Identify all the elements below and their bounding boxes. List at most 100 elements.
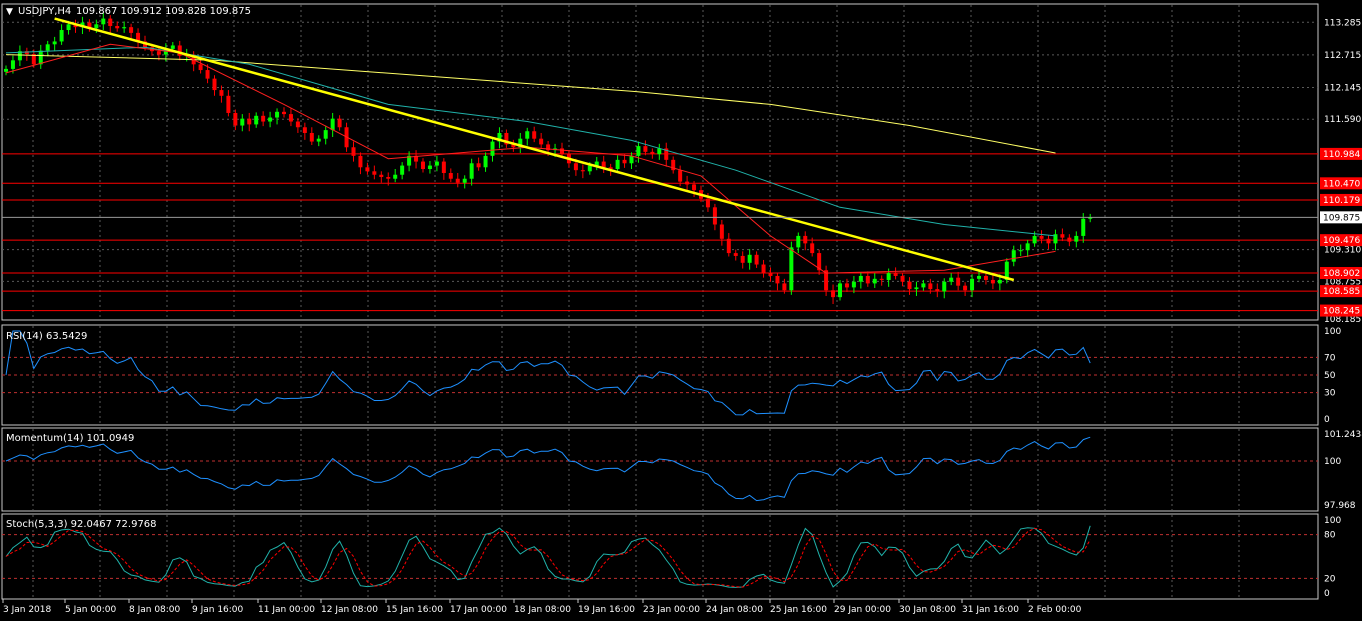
candle-bear [226,95,231,113]
candle-bull [94,24,99,29]
stoch-tick-label: 80 [1324,531,1336,541]
candle-bull [323,130,328,139]
candle-bull [254,115,259,125]
candle-bull [525,131,530,139]
time-tick-label: 17 Jan 00:00 [450,605,507,615]
horizontal-levels[interactable] [2,153,1318,312]
time-tick-label: 11 Jan 00:00 [258,605,315,615]
time-tick-label: 15 Jan 16:00 [386,605,443,615]
candle-bear [761,264,766,274]
candle-bull [393,174,398,179]
candle-bull [38,50,43,65]
rsi-tick-label: 0 [1324,415,1330,425]
candle-bull [122,27,127,29]
candle-bull [1053,234,1058,244]
candle-bear [441,161,446,174]
candle-bear [824,270,829,291]
panel-frame-mom [1,427,1319,512]
candle-bear [844,283,849,288]
candle-bull [1088,217,1093,219]
candle-bear [956,277,961,286]
rsi-tick-label: 70 [1324,353,1336,363]
candle-bull [163,48,168,55]
panel-frames [1,3,1319,600]
time-tick-label: 31 Jan 16:00 [962,605,1019,615]
candle-bull [997,279,1002,284]
level-tag [1320,234,1362,247]
level-tag [1320,177,1362,190]
candle-bull [483,155,488,168]
candle-bull [45,44,50,51]
level-tag [1320,285,1362,298]
rsi-tick-label: 30 [1324,389,1336,399]
candle-bull [657,148,662,155]
price-tick-label: 108.755 [1324,277,1361,287]
time-tick-label: 30 Jan 08:00 [899,605,956,615]
momentum-label: Momentum(14) 101.0949 [6,433,134,444]
candle-bear [379,174,384,178]
candle-bull [4,68,8,72]
candle-bear [879,278,884,280]
panel-frame-main [1,3,1319,321]
candle-bull [872,278,877,284]
time-tick-label: 9 Jan 16:00 [192,605,244,615]
candle-bull [1004,261,1009,280]
ma-fast-line [5,43,1056,274]
candle-bear [580,170,585,172]
candle-bull [789,247,794,291]
candle-bear [24,51,29,55]
candle-bear [817,253,822,271]
candle-bull [240,118,245,126]
candle-bear [740,255,745,263]
price-tick-label: 111.590 [1324,115,1361,125]
candle-bull [59,30,64,42]
candle-bull [434,161,439,166]
chart-menu-arrow-icon[interactable]: ▼ [6,7,13,17]
candle-bull [1032,235,1037,244]
candle-bear [560,148,564,155]
candle-bear [219,90,224,96]
level-tag-label: 110.470 [1323,179,1360,189]
stoch-tick-label: 100 [1324,516,1341,526]
candle-bear [935,289,940,292]
candle-bull [268,117,273,122]
candle-bear [650,151,655,155]
candle-bear [177,45,182,56]
candle-bull [629,155,634,164]
candle-bear [865,275,870,284]
oscillators [5,330,1091,588]
candle-bear [963,285,968,291]
level-tag-label: 108.902 [1323,269,1360,279]
candle-bear [212,78,217,91]
candle-bear [247,118,252,125]
candle-bull [747,254,752,263]
rsi-line [5,330,1091,416]
candle-bear [448,173,453,179]
candle-bear [115,26,120,29]
momentum-tick-label: 97.968 [1324,501,1356,511]
candle-bear [87,22,92,29]
candle-bear [678,170,683,182]
level-tag [1320,266,1362,279]
candle-bear [539,138,544,145]
candle-bull [80,22,85,28]
time-tick-label: 2 Feb 00:00 [1028,605,1082,615]
candle-bull [886,273,891,280]
candle-bull [858,275,863,282]
candle-bull [1011,250,1016,262]
candle-bull [469,163,474,179]
candle-bull [949,277,954,282]
candle-bull [1074,235,1079,242]
symbol-label: USDJPY,H4 [18,6,71,17]
candle-bull [275,111,280,118]
candle-bear [712,207,717,225]
candle-bear [309,132,314,142]
candle-bear [671,159,676,171]
candle-bear [900,275,905,282]
candle-bear [504,132,509,145]
candle-bear [622,159,627,164]
ohlc-readout: 109.867 109.912 109.828 109.875 [76,6,251,17]
candle-bear [205,70,210,79]
candle-bull [594,161,599,166]
